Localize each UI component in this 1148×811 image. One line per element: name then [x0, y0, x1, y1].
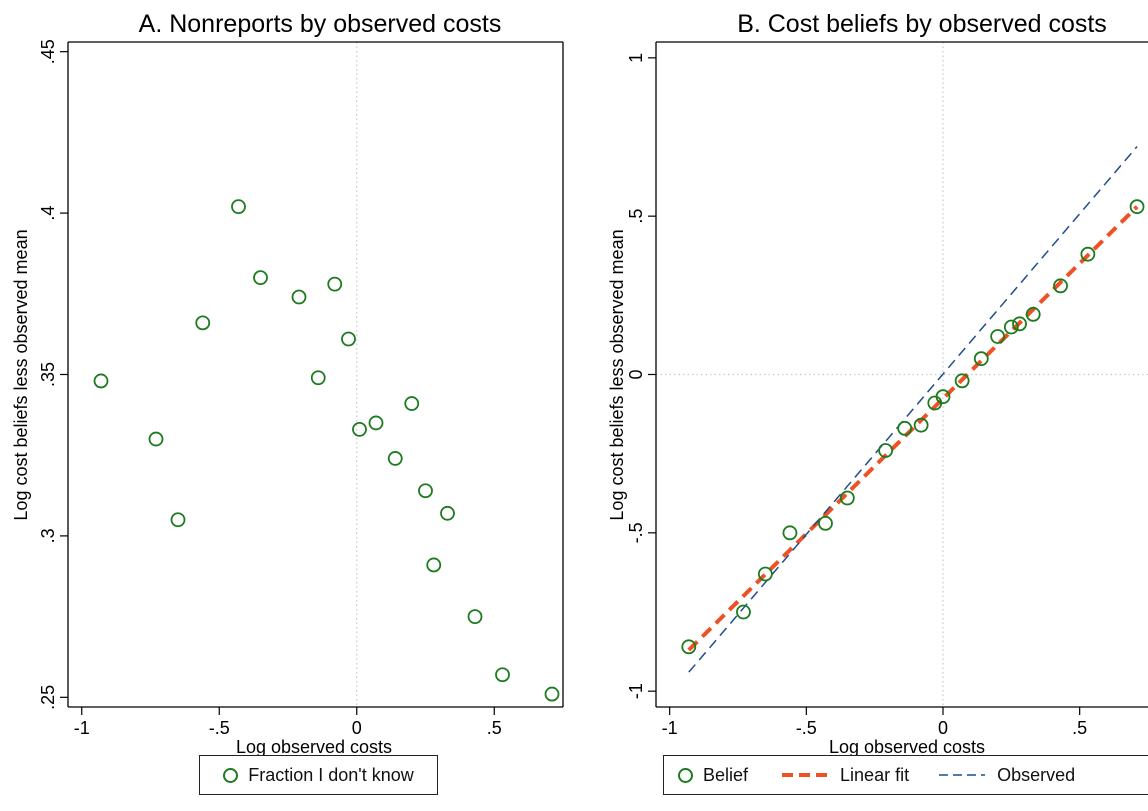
y-tick-label: 0 [626, 369, 646, 379]
data-point [913, 417, 929, 433]
data-point [1025, 306, 1041, 322]
legend-label-belief: Belief [703, 764, 749, 785]
data-point [426, 557, 442, 573]
x-tick-label: 0 [352, 718, 362, 738]
panel-b-legend: Belief Linear fit Observed [663, 755, 1148, 795]
y-tick-label: .25 [38, 685, 58, 710]
data-point [990, 329, 1006, 344]
data-point [387, 451, 403, 466]
data-point [681, 639, 697, 655]
data-point [440, 505, 455, 521]
data-point [782, 525, 798, 541]
data-point [418, 483, 433, 499]
data-point [231, 199, 246, 215]
legend-label-linear-fit: Linear fit [840, 764, 910, 785]
data-point [544, 686, 560, 702]
x-tick-label: -1 [74, 718, 90, 738]
panel-a-xlabel: Log observed costs [236, 737, 392, 757]
panel-b-ylabel: Log cost beliefs less observed mean [607, 229, 627, 520]
y-tick-label: -1 [626, 683, 646, 699]
data-point [757, 566, 773, 582]
legend-item-belief: Belief [678, 765, 748, 786]
data-point [170, 512, 186, 528]
data-point [327, 276, 343, 292]
legend-item-observed: Observed [939, 765, 1075, 786]
data-point [1129, 199, 1145, 215]
y-tick-label: .4 [38, 206, 58, 221]
panel-a-ylabel: Log cost beliefs less observed mean [11, 229, 31, 520]
dashed-line-icon [939, 774, 986, 776]
data-point [93, 373, 109, 389]
dashed-line-icon [782, 773, 829, 777]
data-point [818, 515, 833, 531]
data-point [495, 667, 510, 683]
data-point [736, 604, 751, 620]
data-point [467, 609, 483, 625]
data-point [839, 490, 855, 506]
data-point [897, 420, 913, 436]
panel-a-title: A. Nonreports by observed costs [139, 10, 502, 38]
data-point [878, 443, 893, 458]
data-point [341, 331, 356, 347]
data-point [404, 396, 420, 411]
data-point [973, 351, 989, 367]
x-tick-label: -1 [662, 718, 678, 738]
circle-marker-icon [223, 767, 239, 783]
panel-b-xlabel: Log observed costs [829, 737, 985, 757]
legend-label-fraction: Fraction I don't know [248, 764, 414, 785]
data-point [352, 421, 367, 437]
panel-b-chart: B. Cost beliefs by observed costs Log ob… [607, 10, 1148, 757]
y-tick-label: .45 [38, 39, 58, 64]
y-tick-label: .3 [38, 528, 58, 543]
data-point [291, 289, 307, 305]
legend-item-linear-fit: Linear fit [782, 765, 909, 786]
y-tick-label: -.5 [626, 522, 646, 543]
data-point [253, 270, 268, 286]
x-tick-label: .5 [487, 718, 502, 738]
data-point [310, 370, 326, 386]
y-tick-label: 1 [626, 53, 646, 63]
data-point [148, 431, 164, 447]
x-tick-label: 0 [938, 718, 948, 738]
observed-line [688, 146, 1138, 673]
data-point [1080, 246, 1096, 262]
panel-b-title: B. Cost beliefs by observed costs [737, 10, 1107, 38]
panel-a-chart: A. Nonreports by observed costs Log obse… [11, 10, 564, 757]
circle-marker-icon [678, 767, 693, 783]
legend-label-observed: Observed [997, 764, 1076, 785]
x-tick-label: -.5 [209, 718, 230, 738]
x-tick-label: .5 [1072, 718, 1087, 738]
x-tick-label: -.5 [796, 718, 817, 738]
data-point [954, 373, 970, 389]
legend-item-fraction: Fraction I don't know [223, 765, 414, 786]
panel-a-legend: Fraction I don't know [199, 755, 438, 795]
data-point [1012, 316, 1027, 332]
data-point [368, 415, 384, 431]
linear-fit-line [687, 205, 1139, 652]
y-tick-label: .5 [626, 209, 646, 224]
data-point [935, 389, 951, 405]
y-tick-label: .35 [38, 362, 58, 387]
data-point [1003, 319, 1019, 335]
data-point [195, 315, 211, 331]
data-point [1053, 278, 1068, 294]
